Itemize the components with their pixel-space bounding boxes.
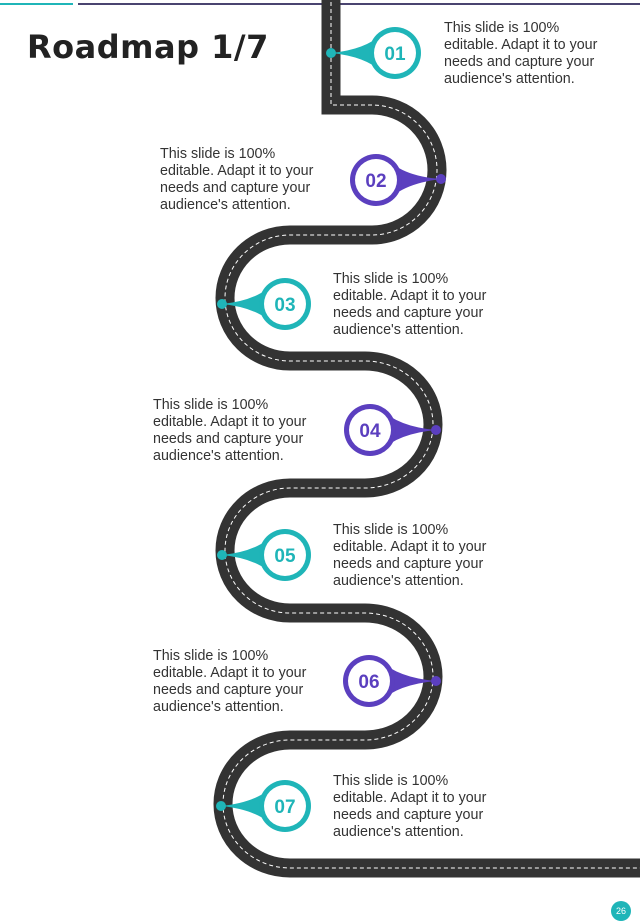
milestone-pin-07: 07 (216, 780, 311, 832)
milestone-pin-01: 01 (326, 27, 421, 79)
milestone-pin-03: 03 (217, 278, 311, 330)
milestone-number: 07 (274, 797, 295, 818)
pin-pointer (222, 279, 278, 329)
road-center-dashes (222, 0, 640, 869)
milestone-03-text: This slide is 100% editable. Adapt it to… (333, 271, 487, 338)
milestone-pin-04: 04 (344, 404, 441, 456)
pin-center (264, 785, 306, 827)
pin-center (349, 409, 391, 451)
milestone-pin-02: 02 (350, 154, 446, 206)
pin-dot (431, 676, 441, 686)
pin-dot (436, 174, 446, 184)
pin-center (264, 534, 306, 576)
header-accent-line (0, 3, 73, 5)
pin-dot (431, 425, 441, 435)
milestone-number: 06 (358, 672, 379, 693)
pin-dot (326, 48, 336, 58)
milestone-pin-06: 06 (343, 655, 441, 707)
milestone-02-text: This slide is 100% editable. Adapt it to… (160, 146, 314, 213)
milestone-07-text: This slide is 100% editable. Adapt it to… (333, 773, 487, 840)
milestone-04-text: This slide is 100% editable. Adapt it to… (153, 397, 307, 464)
pin-pointer (376, 656, 436, 706)
pin-pointer (377, 405, 436, 455)
milestone-number: 04 (359, 421, 381, 442)
header-rule (78, 3, 640, 5)
milestone-pin-05: 05 (217, 529, 311, 581)
milestone-01-text: This slide is 100% editable. Adapt it to… (444, 20, 598, 87)
page-title: Roadmap 1/7 (27, 28, 269, 66)
pin-pointer (221, 781, 278, 831)
milestone-number: 01 (384, 44, 406, 65)
pin-dot (217, 299, 227, 309)
pin-center (374, 32, 416, 74)
milestone-number: 05 (274, 546, 296, 567)
pin-pointer (222, 530, 278, 580)
pin-dot (216, 801, 226, 811)
pin-center (264, 283, 306, 325)
pin-dot (217, 550, 227, 560)
page-number-badge: 26 (611, 901, 631, 921)
milestone-number: 03 (274, 295, 295, 316)
pin-pointer (383, 155, 441, 205)
pin-center (355, 159, 397, 201)
milestone-05-text: This slide is 100% editable. Adapt it to… (333, 522, 487, 589)
pin-pointer (331, 28, 388, 78)
pin-center (348, 660, 390, 702)
milestone-number: 02 (365, 171, 386, 192)
milestone-06-text: This slide is 100% editable. Adapt it to… (153, 648, 307, 715)
